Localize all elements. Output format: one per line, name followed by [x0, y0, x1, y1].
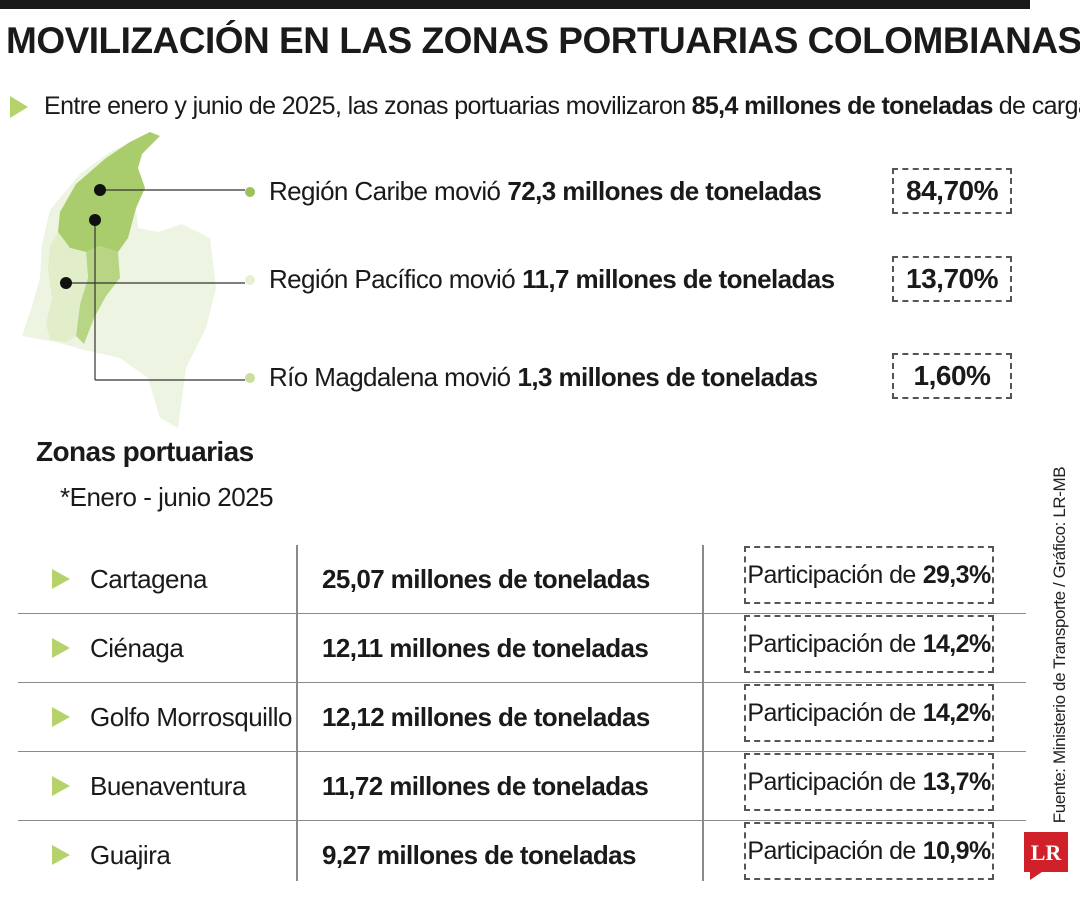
top-rule: [0, 0, 1030, 9]
intro-text-before: Entre enero y junio de 2025, las zonas p…: [44, 92, 686, 120]
column-divider: [702, 545, 704, 881]
source-text: Fuente: Ministerio de Transporte / Gráfi…: [1050, 466, 1069, 824]
intro-text-bold: 85,4 millones de toneladas: [691, 92, 994, 120]
share-value: 14,2%: [922, 629, 991, 658]
ports-table: Cartagena 25,07 millones de toneladas Pa…: [18, 545, 1026, 889]
port-tons: 12,11 millones de toneladas: [322, 632, 649, 663]
intro-line: Entre enero y junio de 2025, las zonas p…: [10, 92, 1080, 121]
map-point-pacifico: [60, 277, 72, 289]
share-value: 14,2%: [922, 698, 991, 727]
page-title: MOVILIZACIÓN EN LAS ZONAS PORTUARIAS COL…: [6, 20, 1080, 61]
share-label: Participación de: [747, 836, 916, 865]
section-title: Zonas portuarias: [36, 436, 254, 467]
region-row-magdalena: Río Magdalena movió 1,3 millones de tone…: [245, 362, 818, 393]
intro-text-after: de carga: [998, 92, 1080, 120]
share-label: Participación de: [747, 698, 916, 727]
region-prefix: Región Pacífico movió: [269, 264, 516, 294]
table-row: Ciénaga 12,11 millones de toneladas Part…: [18, 614, 1026, 683]
share-label: Participación de: [747, 629, 916, 658]
port-cell: Guajira: [52, 821, 171, 889]
bullet-triangle-icon: [10, 95, 28, 118]
region-row-pacifico: Región Pacífico movió 11,7 millones de t…: [245, 264, 835, 295]
table-row: Guajira 9,27 millones de toneladas Parti…: [18, 821, 1026, 889]
share-value: 13,7%: [922, 767, 991, 796]
share-value: 29,3%: [922, 560, 991, 589]
port-cell: Ciénaga: [52, 614, 184, 682]
bullet-dot-icon: [245, 372, 255, 383]
bullet-dot-icon: [245, 274, 255, 285]
region-prefix: Río Magdalena movió: [269, 362, 511, 392]
port-name: Golfo Morrosquillo: [90, 701, 292, 732]
share-label: Participación de: [747, 767, 916, 796]
table-row: Cartagena 25,07 millones de toneladas Pa…: [18, 545, 1026, 614]
port-cell: Golfo Morrosquillo: [52, 683, 292, 751]
lr-logo: LR: [1024, 832, 1068, 880]
column-divider: [296, 545, 298, 881]
section-subtitle: *Enero - junio 2025: [60, 482, 274, 512]
region-tons: 11,7 millones de toneladas: [522, 264, 835, 294]
port-cell: Buenaventura: [52, 752, 246, 820]
region-tons: 1,3 millones de toneladas: [517, 362, 819, 392]
map-point-caribe: [94, 184, 106, 196]
bullet-triangle-icon: [52, 569, 70, 589]
port-tons: 9,27 millones de toneladas: [322, 839, 636, 870]
share-value: 10,9%: [922, 836, 991, 865]
port-share-box: Participación de 14,2%: [744, 684, 994, 742]
table-row: Buenaventura 11,72 millones de toneladas…: [18, 752, 1026, 821]
port-cell: Cartagena: [52, 545, 207, 613]
region-row-caribe: Región Caribe movió 72,3 millones de ton…: [245, 176, 822, 207]
region-percent-pacifico: 13,70%: [892, 256, 1012, 302]
port-tons: 11,72 millones de toneladas: [322, 770, 649, 801]
magdalena-corridor: [76, 246, 120, 344]
table-row: Golfo Morrosquillo 12,12 millones de ton…: [18, 683, 1026, 752]
port-name: Buenaventura: [90, 770, 246, 801]
port-name: Cartagena: [90, 563, 207, 594]
logo-text: LR: [1031, 840, 1063, 865]
region-percent-magdalena: 1,60%: [892, 353, 1012, 399]
port-tons: 12,12 millones de toneladas: [322, 701, 650, 732]
caribe-region: [58, 132, 160, 252]
port-name: Ciénaga: [90, 632, 184, 663]
region-percent-caribe: 84,70%: [892, 168, 1012, 214]
source-credit: Fuente: Ministerio de Transporte / Gráfi…: [1040, 466, 1080, 824]
port-name: Guajira: [90, 839, 171, 870]
bullet-triangle-icon: [52, 845, 70, 865]
share-label: Participación de: [747, 560, 916, 589]
bullet-triangle-icon: [52, 638, 70, 658]
port-tons: 25,07 millones de toneladas: [322, 563, 650, 594]
bullet-triangle-icon: [52, 776, 70, 796]
bullet-dot-icon: [245, 186, 255, 197]
colombia-map: [22, 132, 245, 428]
port-share-box: Participación de 13,7%: [744, 753, 994, 811]
map-point-magdalena: [89, 214, 101, 226]
port-share-box: Participación de 29,3%: [744, 546, 994, 604]
port-share-box: Participación de 10,9%: [744, 822, 994, 880]
region-tons: 72,3 millones de toneladas: [507, 176, 822, 206]
bullet-triangle-icon: [52, 707, 70, 727]
port-share-box: Participación de 14,2%: [744, 615, 994, 673]
region-prefix: Región Caribe movió: [269, 176, 501, 206]
